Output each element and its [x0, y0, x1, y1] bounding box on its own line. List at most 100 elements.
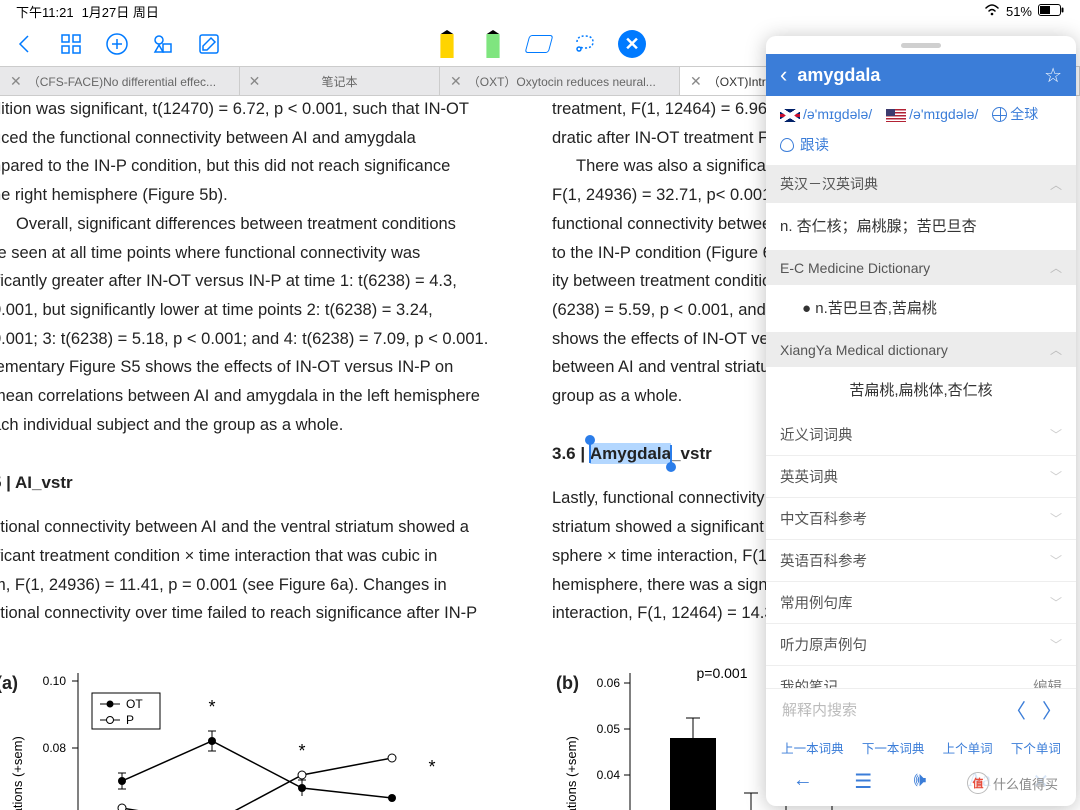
selected-word[interactable]: Amygdala	[590, 443, 671, 464]
back-arrow-icon[interactable]: ←	[793, 769, 813, 794]
text-line: 0.001; 3: t(6238) = 5.18, p < 0.001; and…	[0, 326, 512, 353]
text-line: dition was significant, t(12470) = 6.72,…	[0, 96, 512, 123]
tab-3[interactable]: ✕ （OXT）Oxytocin reduces neural...	[440, 67, 680, 95]
next-word-btn[interactable]: 下个单词	[1011, 738, 1061, 757]
dict-section-header[interactable]: 英汉－汉英词典︿	[766, 165, 1076, 203]
chevron-down-icon: ﹀	[1050, 552, 1062, 569]
chevron-up-icon: ︿	[1050, 259, 1062, 276]
tab-label: 笔记本	[321, 73, 357, 90]
text-line: 0.001, but significantly lower at time p…	[0, 297, 512, 324]
figure-label-b: (b)	[556, 669, 579, 698]
svg-text:0.08: 0.08	[43, 741, 67, 755]
text-line: npared to the IN-P condition, but this d…	[0, 153, 512, 180]
eraser-icon[interactable]	[526, 31, 552, 57]
prev-icon[interactable]: 〈	[1002, 696, 1030, 724]
us-pron[interactable]: /ə'mɪgdələ/	[886, 106, 978, 122]
line-chart-a: 0.10 0.08 0.06 relations (+sem) OT P * *…	[0, 663, 452, 810]
status-bar: 下午11:21 1月27日 周日 51%	[0, 0, 1080, 22]
status-date: 1月27日 周日	[82, 2, 159, 21]
tab-close-icon[interactable]: ✕	[690, 73, 702, 90]
tab-label: （CFS-FACE)No differential effec...	[28, 73, 216, 90]
tab-close-icon[interactable]: ✕	[450, 73, 462, 90]
svg-text:P: P	[126, 713, 134, 727]
follow-read[interactable]: 跟读	[766, 130, 1076, 165]
uk-pron[interactable]: /ə'mɪgdələ/	[780, 106, 872, 122]
globe-icon	[992, 107, 1007, 122]
lasso-icon[interactable]	[572, 31, 598, 57]
list-icon[interactable]: ☰	[854, 769, 872, 794]
svg-text:*: *	[298, 741, 305, 761]
dict-source-row[interactable]: 近义词词典﹀	[766, 414, 1076, 456]
dict-source-row[interactable]: 常用例句库﹀	[766, 582, 1076, 624]
text-line: ctional connectivity over time failed to…	[0, 600, 512, 627]
grid-icon[interactable]	[58, 31, 84, 57]
dict-search-row: 解释内搜索 〈 〉	[766, 688, 1076, 730]
tab-close-icon[interactable]: ✕	[249, 73, 261, 90]
dict-section-header[interactable]: E-C Medicine Dictionary︿	[766, 250, 1076, 285]
chevron-down-icon: ﹀	[1050, 468, 1062, 485]
svg-text:0.04: 0.04	[597, 768, 621, 782]
watermark-icon: 值	[967, 772, 989, 794]
svg-text:0.10: 0.10	[43, 674, 67, 688]
drag-handle[interactable]	[766, 36, 1076, 54]
next-icon[interactable]: 〉	[1038, 696, 1066, 724]
favorite-icon[interactable]: ☆	[1044, 63, 1062, 88]
shapes-icon[interactable]	[150, 31, 176, 57]
tab-2[interactable]: ✕ 笔记本	[240, 67, 440, 95]
text-line: ificantly greater after IN-OT versus IN-…	[0, 268, 512, 295]
chevron-up-icon: ︿	[1050, 341, 1062, 358]
back-icon[interactable]	[12, 31, 38, 57]
chevron-up-icon: ︿	[1050, 176, 1062, 193]
next-dict-btn[interactable]: 下一本词典	[862, 738, 925, 757]
dict-back-icon[interactable]: ‹	[780, 62, 787, 88]
edit-icon[interactable]	[196, 31, 222, 57]
my-notes-row[interactable]: 我的笔记编辑	[766, 666, 1076, 688]
tab-label: （OXT）Oxytocin reduces neural...	[468, 73, 656, 90]
prev-dict-btn[interactable]: 上一本词典	[781, 738, 844, 757]
dict-section-header[interactable]: XiangYa Medical dictionary︿	[766, 332, 1076, 367]
uk-flag-icon	[780, 109, 800, 122]
dict-source-row[interactable]: 英英词典﹀	[766, 456, 1076, 498]
prev-word-btn[interactable]: 上个单词	[943, 738, 993, 757]
dict-header: ‹ amygdala ☆	[766, 54, 1076, 96]
dict-more-list: 近义词词典﹀ 英英词典﹀ 中文百科参考﹀ 英语百科参考﹀ 常用例句库﹀ 听力原声…	[766, 414, 1076, 688]
tab-1[interactable]: ✕ （CFS-FACE)No differential effec...	[0, 67, 240, 95]
tab-close-icon[interactable]: ✕	[10, 73, 22, 90]
battery-icon	[1038, 4, 1064, 19]
svg-text:*: *	[428, 757, 435, 777]
dict-source-row[interactable]: 听力原声例句﹀	[766, 624, 1076, 666]
text-line: uced the functional connectivity between…	[0, 125, 512, 152]
mic-icon	[780, 138, 794, 152]
us-flag-icon	[886, 109, 906, 122]
svg-text:relations (+sem): relations (+sem)	[10, 736, 25, 810]
dict-nav-labels: 上一本词典 下一本词典 上个单词 下个单词	[766, 730, 1076, 761]
text-line: ctional connectivity between AI and the …	[0, 514, 512, 541]
wifi-icon	[984, 4, 1000, 19]
pen-yellow-icon[interactable]	[434, 31, 460, 57]
text-line: re seen at all time points where functio…	[0, 240, 512, 267]
dictionary-panel: ‹ amygdala ☆ /ə'mɪgdələ/ /ə'mɪgdələ/ 全球 …	[766, 36, 1076, 806]
column-left: dition was significant, t(12470) = 6.72,…	[0, 96, 532, 810]
chevron-down-icon: ﹀	[1050, 594, 1062, 611]
text-line: ach individual subject and the group as …	[0, 412, 512, 439]
dict-definition: ● n.苦巴旦杏,苦扁桃	[766, 285, 1076, 332]
svg-text:OT: OT	[126, 697, 143, 711]
text-line: ificant treatment condition × time inter…	[0, 543, 512, 570]
web-pron[interactable]: 全球	[992, 104, 1038, 124]
svg-text:0.05: 0.05	[597, 722, 621, 736]
text-line: he right hemisphere (Figure 5b).	[0, 182, 512, 209]
close-tool-icon[interactable]: ✕	[618, 30, 646, 58]
dict-source-row[interactable]: 英语百科参考﹀	[766, 540, 1076, 582]
figure-label-a: (a)	[0, 669, 18, 698]
section-heading: 5 | AI_vstr	[0, 469, 512, 497]
dict-word: amygdala	[797, 65, 1044, 86]
pen-green-icon[interactable]	[480, 31, 506, 57]
add-icon[interactable]	[104, 31, 130, 57]
sound-icon[interactable]: 🕪	[914, 769, 927, 794]
svg-text:p=0.001: p=0.001	[697, 665, 748, 681]
chevron-down-icon: ﹀	[1050, 510, 1062, 527]
svg-text:relations (+sem): relations (+sem)	[564, 736, 579, 810]
dict-source-row[interactable]: 中文百科参考﹀	[766, 498, 1076, 540]
text-line: lementary Figure S5 shows the effects of…	[0, 354, 512, 381]
dict-search-input[interactable]: 解释内搜索	[776, 695, 994, 724]
